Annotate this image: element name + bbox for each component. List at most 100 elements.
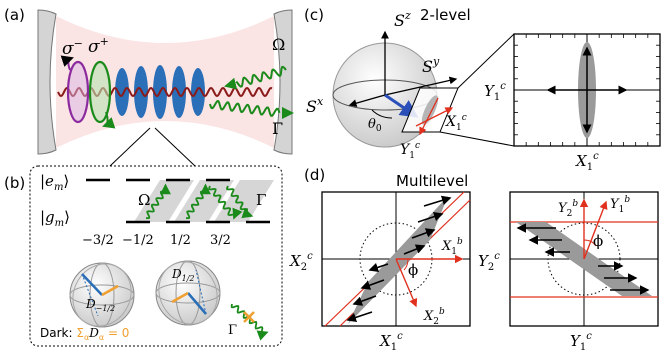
x1c-axis bbox=[415, 107, 454, 127]
sx-label: Sx bbox=[306, 95, 324, 116]
m-labels: −3/2 −1/2 1/2 3/2 bbox=[82, 233, 231, 248]
projection-line bbox=[195, 269, 207, 315]
zoom-line-bottom bbox=[439, 131, 515, 147]
left-phi-label: ϕ bbox=[408, 261, 418, 279]
d-minus-label: D−1/2 bbox=[85, 297, 115, 313]
left-squeezed-region bbox=[348, 196, 448, 324]
d-plus-vector bbox=[171, 291, 189, 304]
sphere-equator bbox=[155, 282, 221, 304]
right-phi-label: ϕ bbox=[593, 232, 603, 250]
left-arrow bbox=[417, 211, 444, 223]
y1c-axis bbox=[419, 97, 439, 136]
suppressed-cross bbox=[243, 311, 255, 323]
drive-wave bbox=[235, 65, 287, 88]
emission-wave bbox=[209, 100, 281, 117]
sigma-plus-ring bbox=[88, 60, 112, 124]
ground-state-label: |gm⟩ bbox=[40, 208, 70, 229]
x1c-label: X1c bbox=[445, 113, 467, 133]
bloch-sphere-right: D1/2 bbox=[155, 260, 221, 326]
d-plus-label: D1/2 bbox=[171, 267, 195, 283]
gamma-label-b: Γ bbox=[256, 191, 266, 209]
d-minus-vector bbox=[101, 284, 119, 297]
panel-c-title: 2-level bbox=[420, 6, 471, 24]
zoom-line-top bbox=[457, 33, 515, 89]
projection-line bbox=[81, 273, 99, 317]
sphere-equator bbox=[69, 284, 135, 306]
panel-b-frame bbox=[29, 165, 283, 347]
drive-arrow bbox=[224, 77, 238, 90]
panel-c: (c) 2-level Sz Sy Sx θ0 X1c Y1c X1c bbox=[304, 6, 661, 173]
sphere-meridian bbox=[72, 263, 132, 327]
energy-levels bbox=[86, 178, 270, 224]
sphere-meridian bbox=[158, 261, 218, 325]
y1c-label: Y1c bbox=[400, 141, 420, 161]
x1b-label: X1b bbox=[441, 237, 463, 257]
panel-label-b: (b) bbox=[4, 174, 25, 192]
zoom-line-left bbox=[109, 127, 151, 167]
omega-label-b: Ω bbox=[138, 191, 150, 209]
right-xlabel: Y1c bbox=[570, 331, 592, 353]
left-xlabel: X1c bbox=[379, 331, 403, 353]
left-phase-plot: ϕ X1b X2b X1c X2c bbox=[289, 191, 471, 353]
x2b-label: X2b bbox=[423, 307, 445, 327]
bloch-sphere-left: D−1/2 bbox=[69, 262, 135, 328]
dark-condition: Dark: ΣαDα = 0 bbox=[40, 326, 129, 342]
sigma-minus-label: σ− bbox=[62, 37, 83, 59]
left-arrow bbox=[423, 195, 452, 207]
gamma-small-label: Γ bbox=[228, 323, 237, 338]
left-ylabel: X2c bbox=[289, 251, 313, 273]
box-ticks bbox=[514, 34, 660, 146]
m-label: −1/2 bbox=[122, 233, 154, 248]
right-arrows bbox=[516, 223, 650, 295]
dipole-vector bbox=[187, 292, 207, 315]
m-label: 1/2 bbox=[170, 233, 191, 248]
gamma-label: Γ bbox=[272, 119, 283, 138]
zoom-line-right bbox=[154, 127, 196, 167]
panel-b: (b) |em⟩ |gm⟩ Ω Γ −3/2 −1/2 1/2 bbox=[4, 165, 283, 347]
sigma-plus-label: σ+ bbox=[88, 35, 109, 57]
atom bbox=[115, 68, 129, 116]
left-arrow bbox=[411, 228, 436, 239]
transition-wave bbox=[185, 183, 211, 220]
atom bbox=[191, 68, 205, 116]
sz-label: Sz bbox=[394, 9, 411, 30]
sphere-meridian bbox=[175, 260, 201, 326]
left-mirror bbox=[37, 9, 57, 155]
sy-axis bbox=[384, 76, 458, 96]
sigma-minus-ring bbox=[66, 60, 90, 124]
panel-a: (a) σ− σ+ Ω Γ bbox=[4, 6, 294, 167]
panel-label-a: (a) bbox=[4, 6, 25, 24]
theta-arc bbox=[371, 109, 393, 119]
box-xlabel: X1c bbox=[575, 151, 599, 173]
y2b-label: Y2b bbox=[558, 199, 578, 219]
omega-label: Ω bbox=[272, 35, 285, 54]
left-arrow bbox=[352, 295, 377, 306]
panel-label-d: (d) bbox=[304, 166, 325, 184]
transition-wave bbox=[226, 185, 254, 219]
phi-arc bbox=[403, 258, 409, 271]
panel-d-title: Multilevel bbox=[396, 172, 468, 190]
y1b-label: Y1b bbox=[610, 195, 630, 215]
left-arrow bbox=[346, 311, 373, 323]
dipole-vector bbox=[81, 273, 103, 296]
m-label: −3/2 bbox=[82, 233, 114, 248]
panel-d: (d) Multilevel ϕ bbox=[289, 166, 659, 353]
right-ylabel: Y2c bbox=[478, 251, 500, 273]
excited-state-label: |em⟩ bbox=[40, 172, 69, 193]
panel-label-c: (c) bbox=[304, 6, 324, 24]
right-phi-arc bbox=[583, 239, 597, 247]
sphere-meridian bbox=[89, 262, 115, 328]
transition-wave bbox=[145, 183, 171, 220]
m-label: 3/2 bbox=[210, 233, 231, 248]
left-arrow bbox=[403, 244, 426, 255]
left-arrows bbox=[346, 195, 452, 323]
left-arrow bbox=[368, 262, 389, 273]
left-arrow bbox=[360, 279, 385, 290]
sigma-minus-arrow bbox=[60, 55, 74, 71]
y1b-axis bbox=[583, 200, 608, 260]
sigma-plus-arrow bbox=[102, 111, 116, 129]
box-ylabel: Y1c bbox=[484, 81, 506, 103]
sx-axis bbox=[348, 94, 386, 107]
x2b-axis bbox=[395, 258, 418, 308]
